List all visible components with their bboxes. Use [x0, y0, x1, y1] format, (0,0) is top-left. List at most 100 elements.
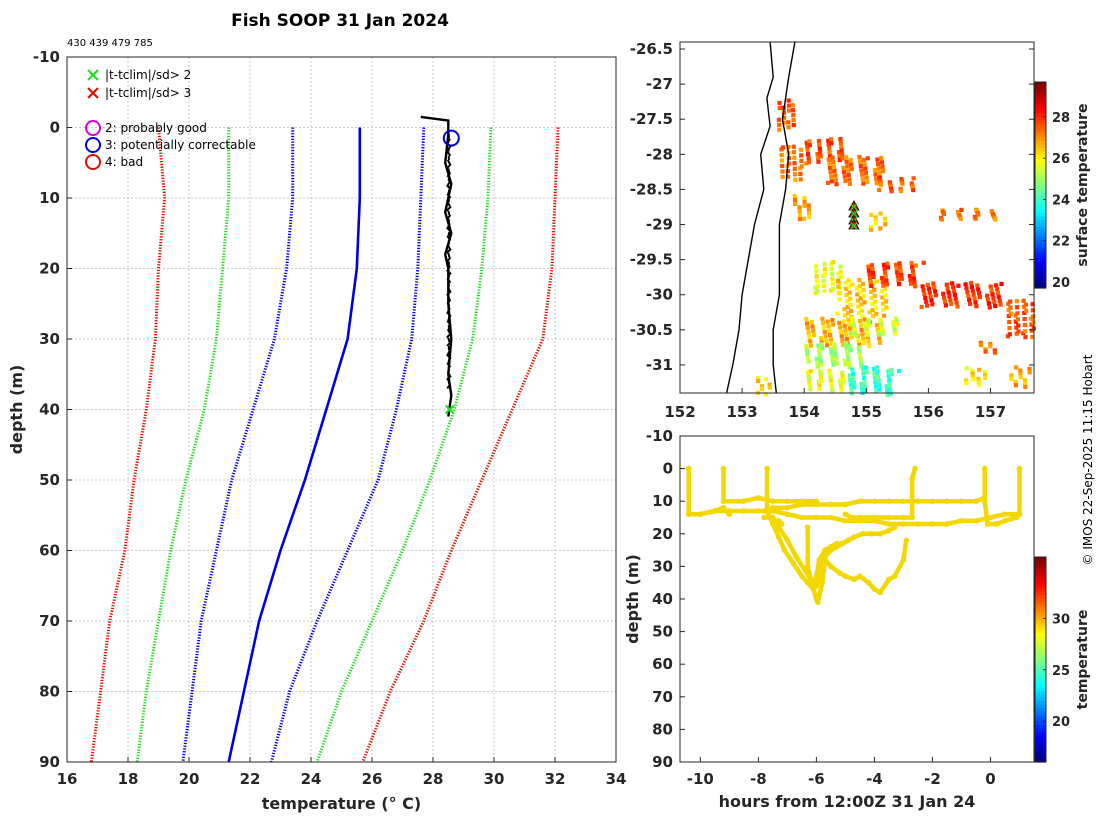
sst-cell — [954, 297, 958, 301]
x-tick-label: 32 — [545, 770, 566, 788]
sst-cell — [847, 173, 851, 177]
sst-cell — [872, 275, 876, 279]
sst-cell — [835, 361, 839, 365]
sst-cell — [923, 296, 927, 300]
trace-point — [982, 466, 988, 472]
sst-cell — [815, 284, 819, 288]
sst-cell — [929, 298, 933, 302]
sst-cell — [840, 339, 844, 343]
sst-cell — [845, 337, 849, 341]
sst-cell — [807, 139, 811, 143]
sst-cell — [951, 285, 955, 289]
sst-cell — [875, 279, 879, 283]
sst-cell — [823, 272, 827, 276]
map-y-tick-label: -27.5 — [630, 110, 673, 128]
sst-cell — [922, 261, 926, 265]
sst-cell — [848, 297, 852, 301]
sst-cell — [966, 294, 970, 298]
sst-cell — [823, 267, 827, 271]
legend-label: 3: potentially correctable — [105, 138, 256, 152]
sst-cell — [819, 359, 823, 363]
sst-cell — [804, 344, 808, 348]
sst-cell — [827, 328, 831, 332]
sst-cell — [846, 353, 850, 357]
sst-cell — [858, 357, 862, 361]
ts-x-tick-label: 0 — [985, 770, 995, 788]
y-tick-label: 50 — [39, 471, 60, 489]
y-tick-label: -10 — [33, 48, 60, 66]
sst-cell — [988, 305, 992, 309]
ts-y-tick-label: 70 — [652, 688, 673, 706]
trace-point — [901, 498, 907, 504]
colorbar-cell — [1035, 622, 1046, 626]
sst-cell — [807, 215, 811, 219]
colorbar-cell — [1035, 735, 1046, 739]
sst-cell — [836, 279, 840, 283]
sst-cell — [964, 381, 968, 385]
sst-cell — [864, 366, 868, 370]
map-y-tick-label: -27 — [646, 75, 673, 93]
y-axis-label: depth (m) — [7, 365, 26, 455]
trace-point — [727, 508, 733, 514]
colorbar-cell — [1035, 714, 1046, 718]
sst-cell — [792, 161, 796, 165]
trace-point — [848, 515, 854, 521]
colorbar-cell — [1035, 711, 1046, 715]
sst-cell — [861, 288, 865, 292]
sst-cell — [875, 158, 879, 162]
observed-profile-jitter — [448, 380, 449, 384]
sst-cell — [840, 153, 844, 157]
sst-cell — [949, 302, 953, 306]
map-y-tick-label: -30.5 — [630, 321, 673, 339]
sst-cell — [844, 155, 848, 159]
sst-cell — [1015, 299, 1019, 303]
sst-cell — [847, 318, 851, 322]
trace-point — [886, 498, 892, 504]
colorbar-cell — [1035, 738, 1046, 742]
sst-cell — [858, 319, 862, 323]
x-tick-label: 28 — [423, 770, 444, 788]
sst-cell — [792, 150, 796, 154]
trace-point — [712, 508, 718, 514]
sst-cell — [889, 368, 893, 372]
sst-cell — [847, 361, 851, 365]
trace-point — [828, 502, 834, 508]
colorbar-cell — [1035, 598, 1046, 602]
trace-point — [814, 583, 820, 589]
sst-cell — [799, 177, 803, 181]
sst-cell — [897, 369, 901, 373]
sst-cell — [859, 164, 863, 168]
sst-cell — [826, 320, 830, 324]
sst-cell — [900, 182, 904, 186]
sst-cell — [849, 158, 853, 162]
sst-cell — [799, 159, 803, 163]
sst-cell — [834, 182, 838, 186]
sst-cell — [988, 344, 992, 348]
colorbar-cell — [1035, 82, 1046, 86]
sst-cell — [858, 159, 862, 163]
sst-cell — [976, 287, 980, 291]
trace-point — [944, 521, 950, 527]
sst-cell — [1009, 312, 1013, 316]
observed-profile-jitter — [448, 338, 449, 342]
sst-cell — [990, 288, 994, 292]
trace-point — [845, 538, 851, 544]
colorbar-cell — [1035, 250, 1046, 254]
sst-cell — [834, 178, 838, 182]
sst-cell — [881, 332, 885, 336]
sst-cell — [840, 334, 844, 338]
sst-cell — [802, 200, 806, 204]
colorbar-cell — [1035, 632, 1046, 636]
sst-cell — [999, 282, 1003, 286]
sst-cell — [985, 294, 989, 298]
sst-cell — [830, 389, 834, 393]
sst-cell — [777, 128, 781, 132]
colorbar-cell — [1035, 663, 1046, 667]
sst-cell — [787, 99, 791, 103]
observed-profile-jitter — [448, 168, 449, 172]
sst-cell — [869, 280, 873, 284]
sst-cell — [809, 344, 813, 348]
sst-cell — [848, 344, 852, 348]
colorbar-label: surface temperature — [1075, 103, 1091, 266]
sst-cell — [860, 173, 864, 177]
